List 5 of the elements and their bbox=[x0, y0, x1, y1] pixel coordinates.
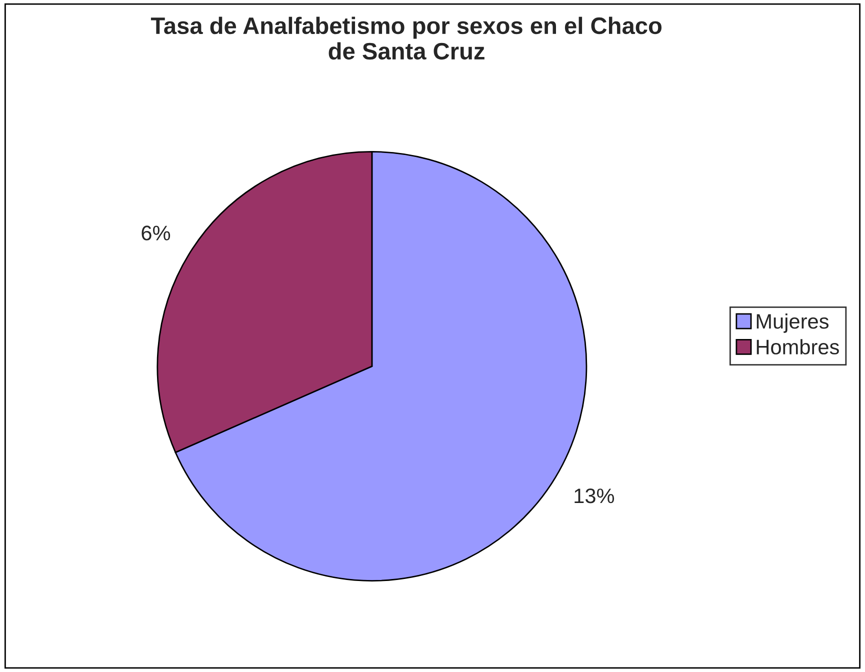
legend-label: Mujeres bbox=[756, 313, 829, 333]
data-label: 6% bbox=[142, 226, 170, 240]
data-label: 13% bbox=[574, 488, 614, 504]
legend-label: Hombres bbox=[756, 339, 839, 354]
chart-title: Tasa de Analfabetismo por sexos en el Chaco de Santa Cruz bbox=[150, 16, 662, 60]
